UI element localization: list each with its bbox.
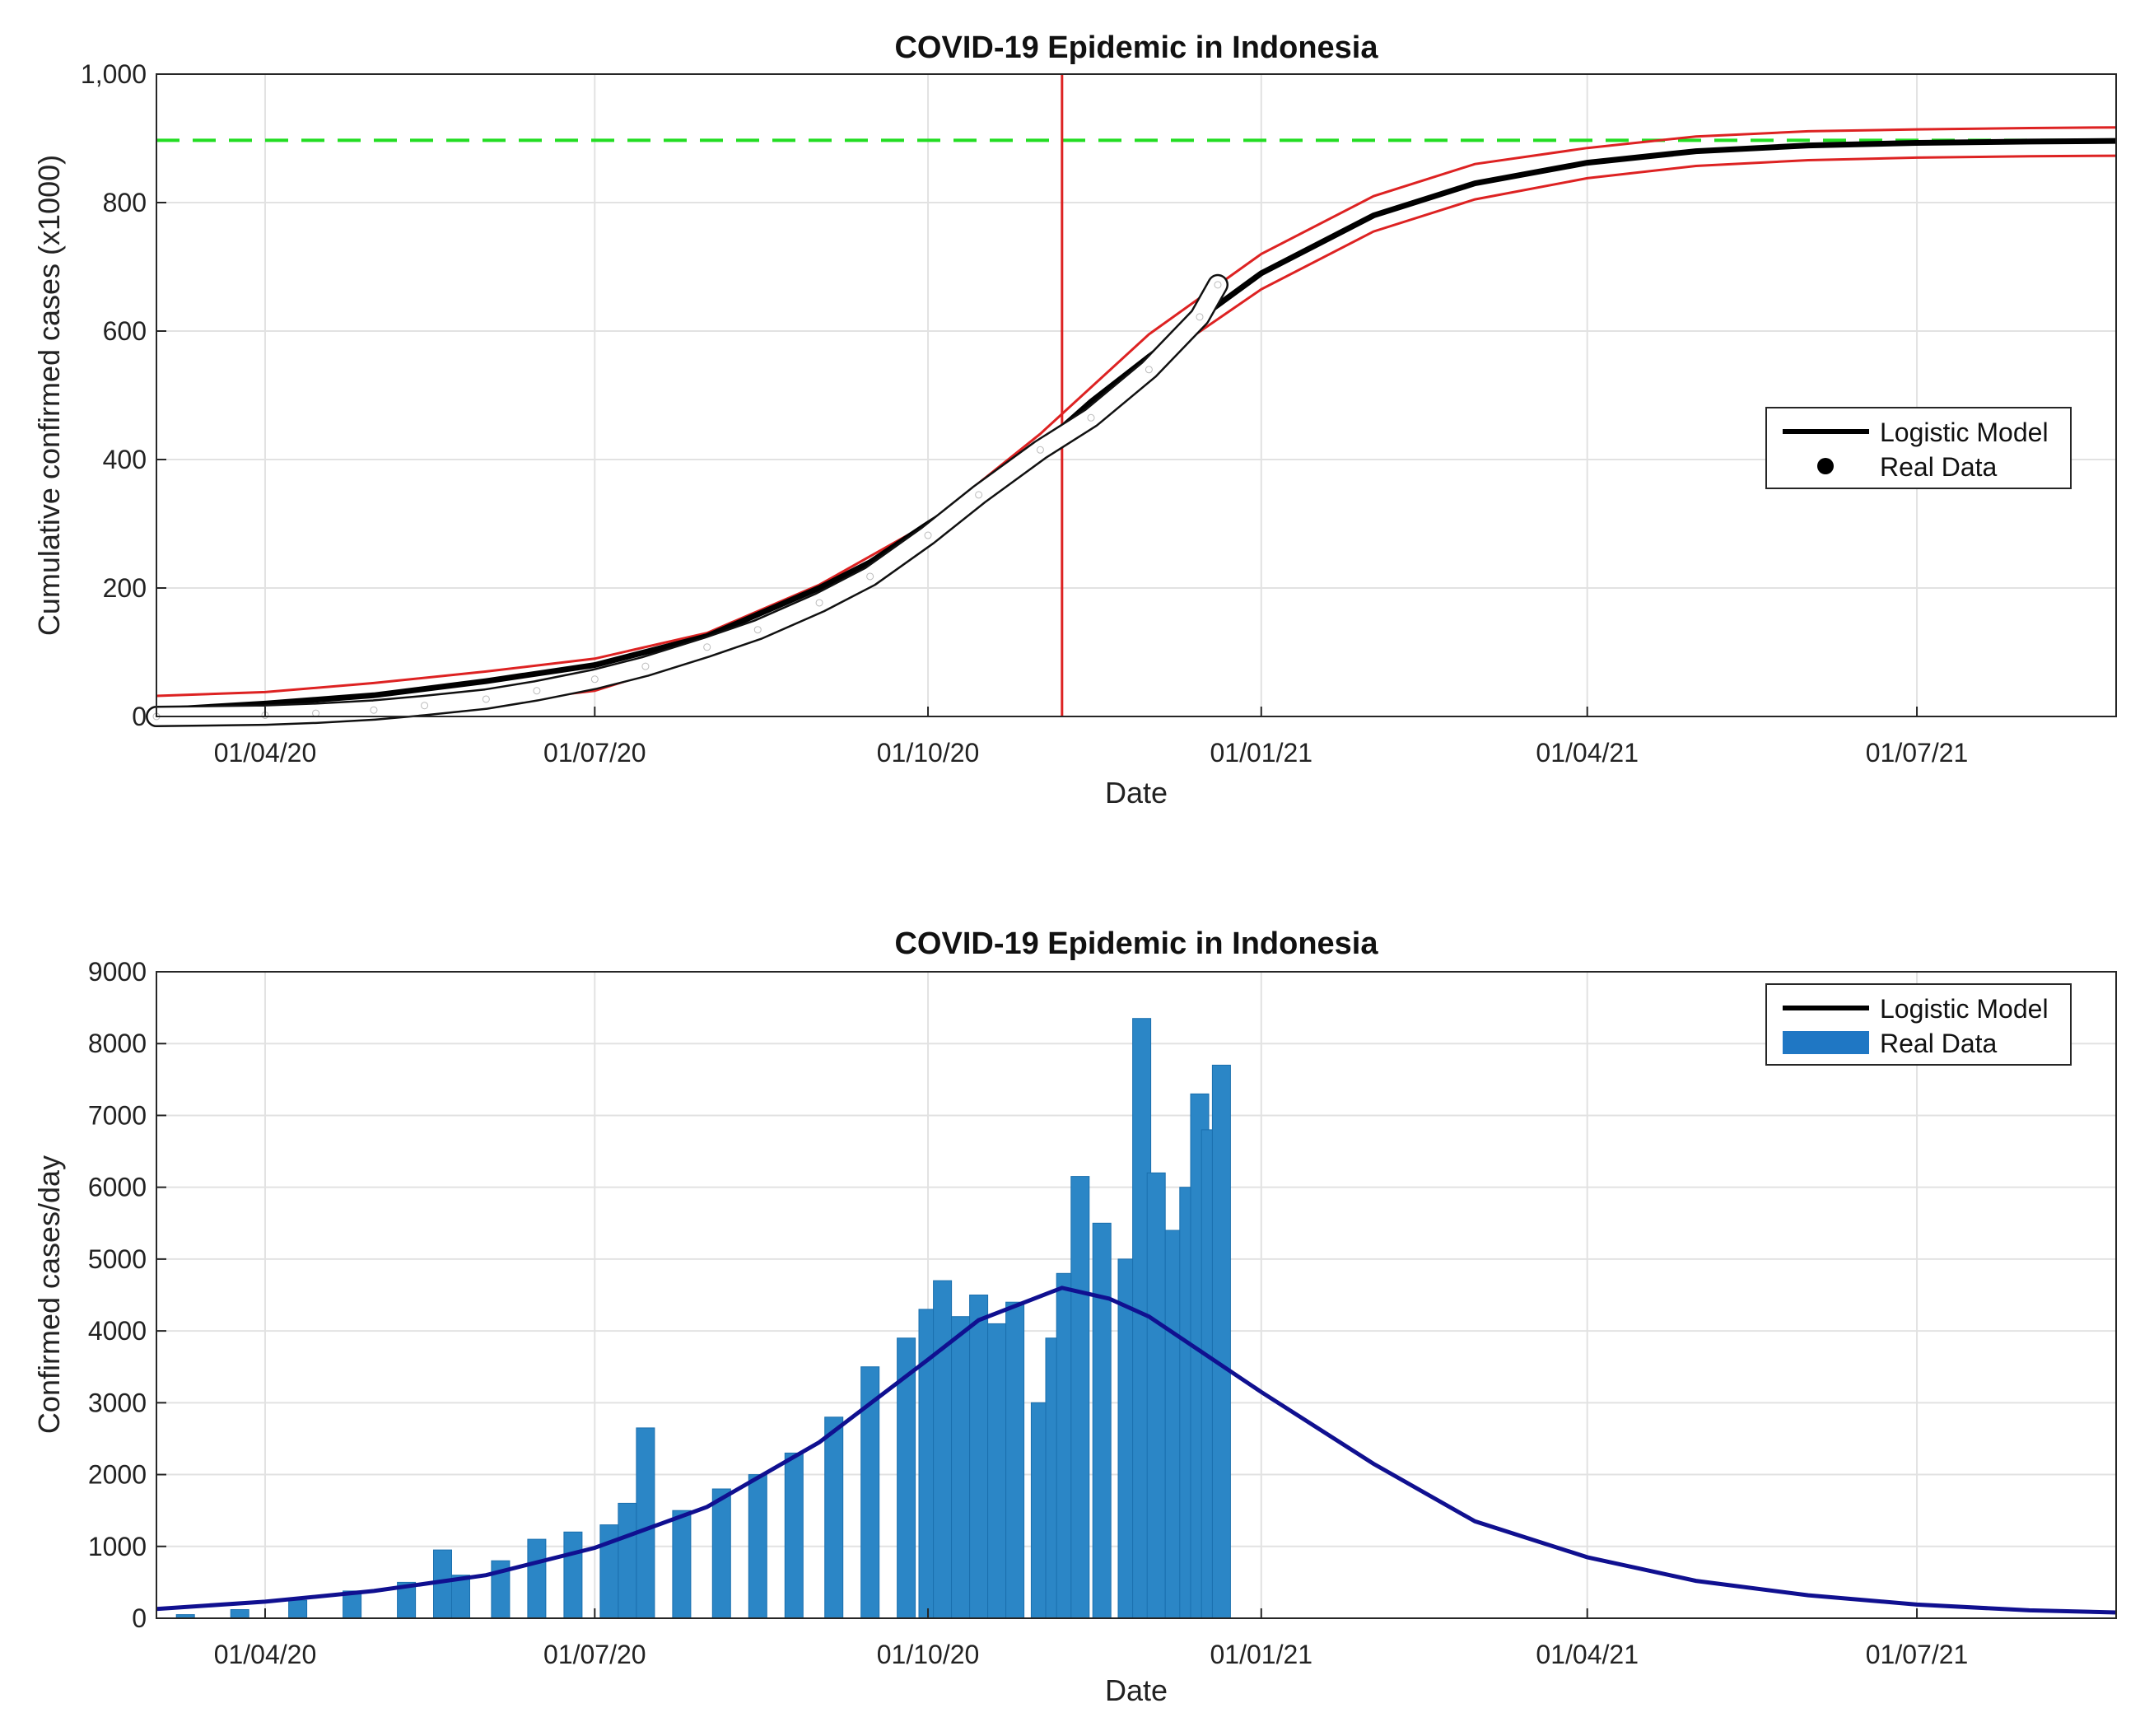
chart2-y-axis-label: Confirmed cases/day [32,1155,66,1434]
chart1-legend-box [1765,407,2072,489]
chart1-title: COVID-19 Epidemic in Indonesia [894,30,1378,65]
chart2-y-tick-label: 0 [132,1603,147,1633]
chart2-bar [969,1295,989,1619]
chart2-bar [748,1474,767,1619]
chart1-series [146,126,2117,727]
chart1-legend-logistic-label: Logistic Model [1880,418,2049,447]
chart1-real-data-point [815,599,823,607]
chart1-real-data-point [590,675,599,684]
chart2-bar [672,1510,692,1619]
chart1-real-data-point [1087,413,1095,422]
chart1-real-data-point [533,687,541,695]
chart2-bar [987,1323,1007,1619]
chart1-upper-bound-line [156,126,2117,698]
chart2-y-tick-label: 9000 [88,957,147,987]
chart2-bar [1211,1064,1231,1619]
chart2-y-tick-label: 3000 [88,1388,147,1417]
chart2-bar [1070,1176,1090,1619]
chart2-bar [951,1316,971,1619]
chart2-y-tick-label: 2000 [88,1460,147,1490]
chart2-bar [711,1488,731,1619]
chart2-logistic-model-line [156,1286,2117,1615]
chart2-y-tick-label: 1000 [88,1532,147,1561]
chart1-x-ticks: 01/04/20 01/07/20 01/10/20 01/01/21 01/04/21… [214,707,1969,768]
chart2-y-tick-label: 8000 [88,1029,147,1058]
chart2-series [156,1286,2117,1615]
chart1-y-tick-label: 800 [103,188,147,217]
chart1-x-tick-label: 01/04/20 [214,738,317,768]
chart1-reference-lines [156,74,2116,716]
chart2-y-tick-label: 6000 [88,1173,147,1202]
chart2-legend-realdata-label: Real Data [1880,1029,1998,1058]
chart2-y-ticks: 0 1000 2000 3000 4000 5000 6000 7000 8000 9000 [88,957,166,1633]
chart1-real-data-point [1214,281,1222,289]
chart1-y-ticks: 0 200 400 600 800 1,000 [81,59,166,731]
chart2-x-ticks: 01/04/20 01/07/20 01/10/20 01/01/21 01/04/21… [214,1608,1969,1669]
chart1-logistic-model-line [156,138,2117,713]
chart2-title: COVID-19 Epidemic in Indonesia [894,926,1378,961]
chart1-x-tick-label: 01/07/21 [1866,738,1969,768]
chart1-grid [156,73,2116,717]
chart1-y-axis-label: Cumulative confirmed cases (x1000) [32,155,66,636]
chart2-x-tick-label: 01/10/20 [877,1640,980,1669]
chart1-x-tick-label: 01/07/20 [543,738,646,768]
chart2-bar [230,1609,249,1619]
chart1-real-data-point [924,531,932,539]
chart2-x-tick-label: 01/04/20 [214,1640,317,1669]
chart1-y-tick-label: 0 [132,702,147,731]
chart1-x-tick-label: 01/04/21 [1536,738,1639,768]
chart2-y-tick-label: 7000 [88,1100,147,1130]
chart2-bar [784,1452,804,1619]
chart2-bar [618,1502,637,1619]
chart1-real-data-fill [147,276,1227,726]
chart2-bar [527,1538,547,1619]
chart1-real-data-point [1145,366,1153,374]
chart2-legend-logistic-label: Logistic Model [1880,994,2049,1024]
chart1-real-data-point [1036,446,1044,454]
cumulative-chart: COVID-19 Epidemic in Indonesia 01/04/20 0… [32,30,2117,810]
chart1-legend: Logistic Model Real Data [1765,407,2072,489]
chart1-real-data-point [312,709,320,717]
chart1-y-tick-label: 400 [103,445,147,474]
daily-cases-chart: COVID-19 Epidemic in Indonesia 01/04/20 0… [32,926,2117,1707]
chart2-axes-frame [156,971,2117,1619]
chart1-real-data-point [975,491,983,499]
chart2-bars [175,1018,1231,1619]
chart1-x-tick-label: 01/01/21 [1210,738,1312,768]
chart2-bar [1092,1222,1112,1619]
chart2-legend-bar-swatch [1783,1031,1869,1054]
chart1-real-data-point [1196,313,1204,321]
chart1-legend-realdata-label: Real Data [1880,452,1998,482]
chart1-y-tick-label: 200 [103,573,147,603]
chart2-x-tick-label: 01/04/21 [1536,1640,1639,1669]
chart2-y-tick-label: 4000 [88,1316,147,1346]
chart1-real-data-point [421,702,429,710]
chart1-x-axis-label: Date [1105,776,1168,810]
chart2-legend: Logistic Model Real Data [1765,983,2072,1066]
chart1-real-data-point [641,662,650,670]
chart2-bar [933,1280,953,1619]
chart2-bar [824,1416,844,1619]
chart1-axes-frame [156,73,2117,717]
chart1-y-tick-label: 1,000 [81,59,147,89]
chart1-x-tick-label: 01/10/20 [877,738,980,768]
chart2-y-tick-label: 5000 [88,1244,147,1274]
chart1-legend-dot-swatch [1817,458,1834,474]
chart1-real-data-point [370,706,378,714]
chart2-bar [563,1531,583,1619]
chart1-real-data-point [753,626,762,634]
chart2-bar [288,1599,308,1619]
chart1-real-data-point [703,643,711,651]
chart2-x-tick-label: 01/07/20 [543,1640,646,1669]
chart2-bar [1146,1172,1166,1619]
chart2-x-axis-label: Date [1105,1673,1168,1707]
chart2-bar [1005,1301,1025,1619]
chart1-real-data-point [866,572,874,581]
chart1-y-tick-label: 600 [103,316,147,346]
chart2-x-tick-label: 01/07/21 [1866,1640,1969,1669]
chart1-real-data-point [482,695,490,703]
chart2-bar [636,1427,655,1619]
chart2-x-tick-label: 01/01/21 [1210,1640,1312,1669]
